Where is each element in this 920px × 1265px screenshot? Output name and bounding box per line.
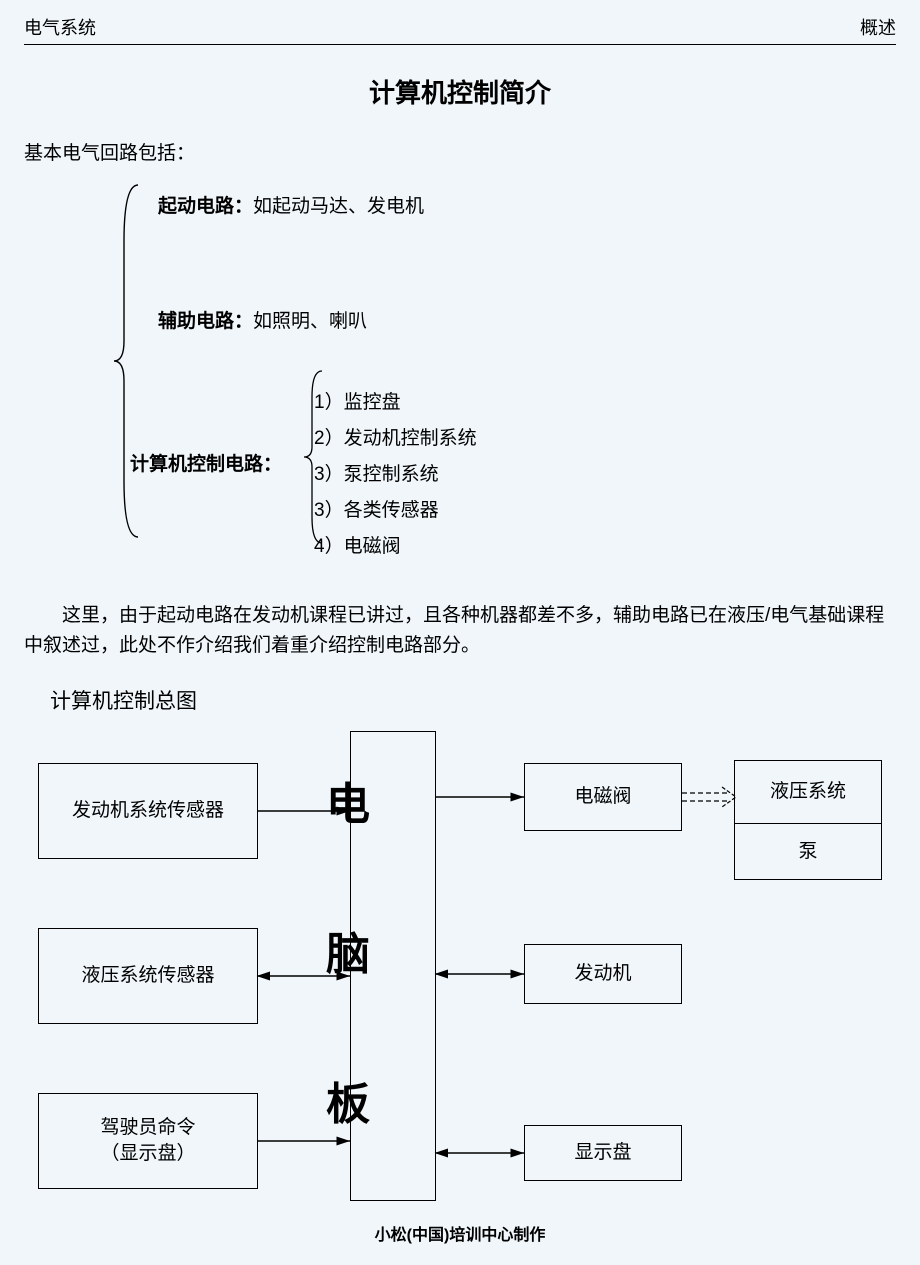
circuit-row-3: 计算机控制电路： <box>130 449 282 476</box>
node-l3: 驾驶员命令 （显示盘） <box>38 1093 258 1189</box>
node-r3: 显示盘 <box>524 1125 682 1181</box>
page-title: 计算机控制简介 <box>24 73 896 110</box>
header-right: 概述 <box>860 14 896 40</box>
circuit3-label: 计算机控制电路： <box>130 449 282 476</box>
node-r2-label: 发动机 <box>574 961 631 987</box>
node-l2: 液压系统传感器 <box>38 928 258 1024</box>
header-left: 电气系统 <box>24 14 96 40</box>
node-l1: 发动机系统传感器 <box>38 763 258 859</box>
node-l3-label-top: 驾驶员命令 <box>100 1115 195 1141</box>
node-center-char1: 电 <box>326 792 460 818</box>
small-brace-icon <box>300 367 328 547</box>
node-r1: 电磁阀 <box>524 763 682 831</box>
node-l2-label: 液压系统传感器 <box>81 963 214 989</box>
circuit2-label: 辅助电路： <box>158 306 253 333</box>
node-center-char3: 板 <box>326 1092 460 1118</box>
sublist-item-1: 1）监控盘 <box>314 385 896 421</box>
circuit2-desc: 如照明、喇叭 <box>253 306 367 333</box>
node-center: 电 脑 板 <box>350 731 436 1201</box>
sublist-item-3: 3）泵控制系统 <box>314 457 896 493</box>
big-brace-icon <box>110 181 146 541</box>
node-l1-label: 发动机系统传感器 <box>72 798 224 824</box>
sublist-item-2: 2）发动机控制系统 <box>314 421 896 457</box>
diagram-area: 电 脑 板 发动机系统传感器 液压系统传感器 驾驶员命令 （显示盘） 电磁阀 发… <box>24 731 896 1211</box>
node-rr-bot: 泵 <box>734 824 882 880</box>
body-paragraph: 这里，由于起动电路在发动机课程已讲过，且各种机器都差不多，辅助电路已在液压/电气… <box>24 601 896 661</box>
page-header: 电气系统 概述 <box>24 0 896 45</box>
circuit1-desc: 如起动马达、发电机 <box>253 191 424 218</box>
footer-text: 小松(中国)培训中心制作 <box>24 1221 896 1245</box>
node-l3-label-bot: （显示盘） <box>100 1141 195 1167</box>
diagram-title: 计算机控制总图 <box>50 685 896 715</box>
circuit-row-2: 辅助电路： 如照明、喇叭 <box>158 306 896 333</box>
circuit1-label: 起动电路： <box>158 191 253 218</box>
node-rr-top-label: 液压系统 <box>770 779 846 805</box>
node-rr-bot-label: 泵 <box>798 839 817 865</box>
intro-text: 基本电气回路包括： <box>24 138 896 165</box>
circuit-row-1: 起动电路： 如起动马达、发电机 <box>158 191 896 218</box>
sublist-item-4: 3）各类传感器 <box>314 493 896 529</box>
node-r3-label: 显示盘 <box>574 1140 631 1166</box>
node-r2: 发动机 <box>524 944 682 1004</box>
brace-section: 起动电路： 如起动马达、发电机 辅助电路： 如照明、喇叭 1）监控盘 2）发动机… <box>24 181 896 565</box>
node-center-char2: 脑 <box>326 942 460 968</box>
sublist-item-5: 4）电磁阀 <box>314 529 896 565</box>
node-rr-top: 液压系统 <box>734 760 882 824</box>
node-r1-label: 电磁阀 <box>574 784 631 810</box>
